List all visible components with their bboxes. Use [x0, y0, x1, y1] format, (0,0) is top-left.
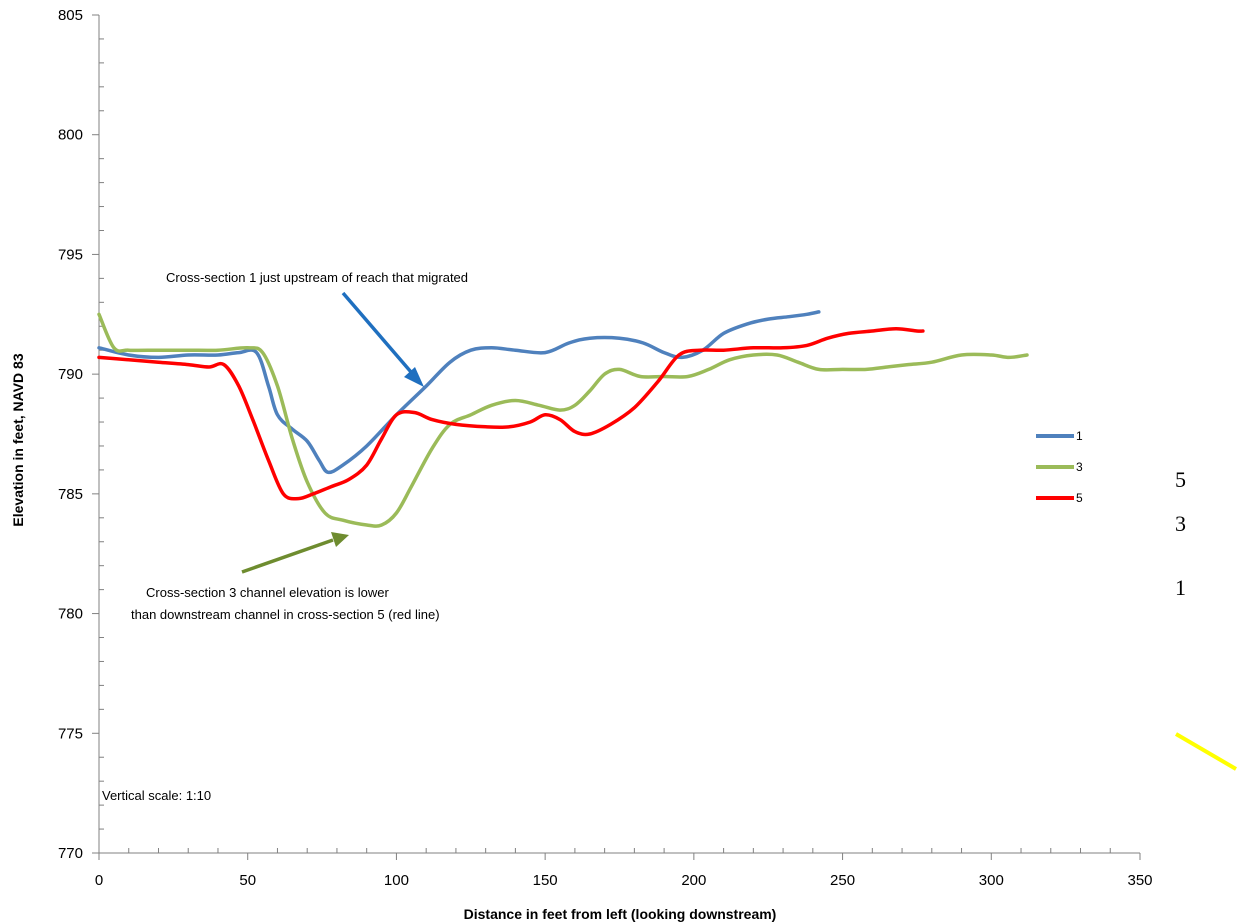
y-tick-label: 785	[58, 486, 83, 503]
legend-label-3: 3	[1076, 460, 1083, 474]
x-tick-label: 100	[384, 872, 409, 889]
series-line-1	[97, 310, 821, 475]
annotation-cross-section-3-line2: than downstream channel in cross-section…	[131, 607, 440, 622]
legend-label-5: 5	[1076, 491, 1083, 505]
y-tick-label: 795	[58, 246, 83, 263]
side-label-3: 3	[1175, 511, 1186, 536]
x-tick-label: 350	[1127, 872, 1152, 889]
series-line-3	[97, 312, 1029, 528]
legend-label-1: 1	[1076, 429, 1083, 443]
ticks: 770 775 780 785 790 795 800 805 0 50 100 150 200 250 3…	[58, 7, 1153, 889]
side-label-5: 5	[1175, 467, 1186, 492]
annotation-cross-section-3-line1: Cross-section 3 channel elevation is low…	[146, 585, 389, 600]
y-tick-label: 790	[58, 366, 83, 383]
y-tick-label: 770	[58, 845, 83, 862]
annotation-arrow-green	[241, 532, 349, 574]
y-tick-label: 780	[58, 606, 83, 623]
y-tick-label: 800	[58, 127, 83, 144]
annotation-arrow-blue	[341, 291, 424, 387]
x-axis-title: Distance in feet from left (looking down…	[464, 906, 777, 922]
x-tick-label: 200	[681, 872, 706, 889]
vertical-scale-note: Vertical scale: 1:10	[102, 788, 211, 803]
y-tick-label: 775	[58, 725, 83, 742]
side-label-1: 1	[1175, 575, 1186, 600]
y-tick-label: 805	[58, 7, 83, 24]
legend: 1 3 5	[1036, 429, 1083, 505]
y-axis-title: Elevation in feet, NAVD 83	[10, 353, 26, 526]
series-line-5	[97, 326, 925, 501]
axes	[98, 15, 1140, 854]
x-tick-label: 50	[239, 872, 256, 889]
annotation-cross-section-1: Cross-section 1 just upstream of reach t…	[166, 270, 468, 285]
x-tick-label: 250	[830, 872, 855, 889]
x-tick-label: 150	[533, 872, 558, 889]
x-tick-label: 0	[95, 872, 103, 889]
series-lines	[97, 310, 1029, 528]
highlighter-stroke	[1174, 732, 1238, 771]
x-tick-label: 300	[979, 872, 1004, 889]
